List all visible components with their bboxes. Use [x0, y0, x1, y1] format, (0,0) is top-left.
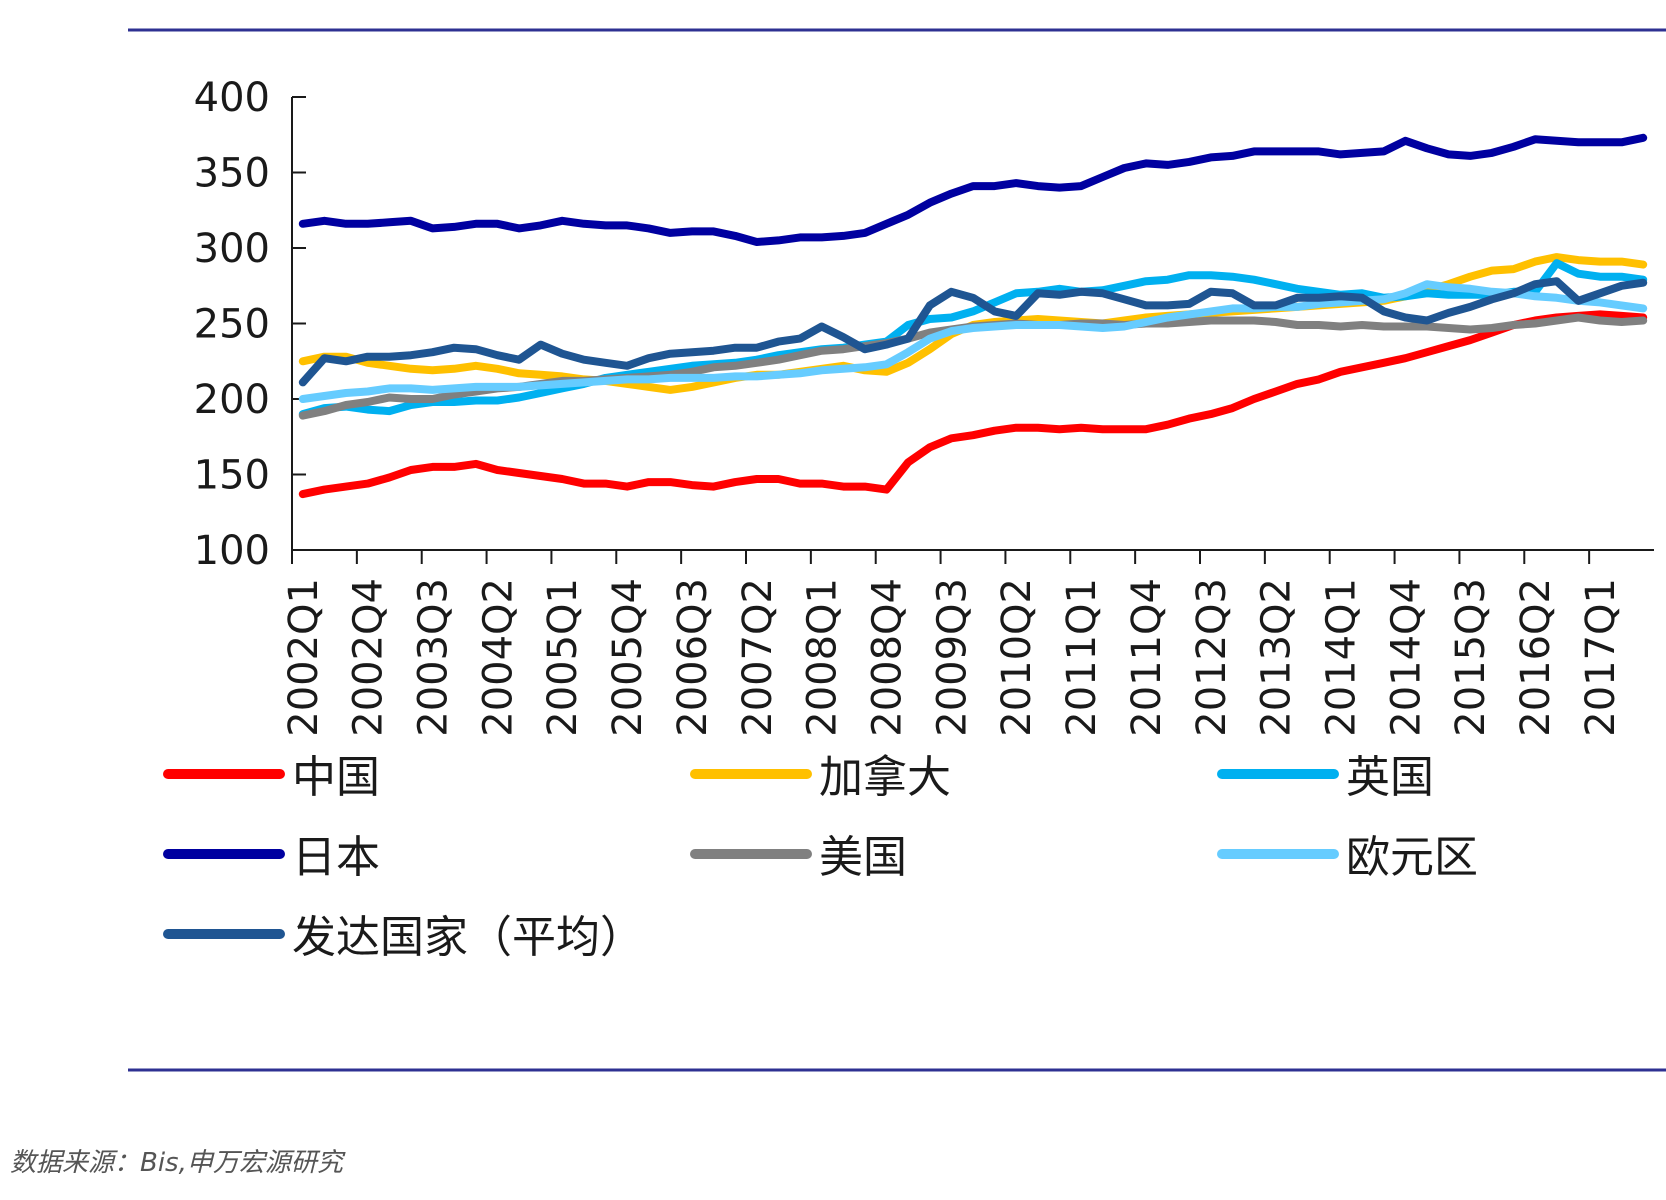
y-tick-label: 200 [194, 377, 270, 423]
x-tick-label: 2013Q2 [1254, 578, 1300, 737]
y-tick-label: 100 [194, 528, 270, 574]
series-line-5 [298, 280, 1648, 403]
y-tick-label: 350 [194, 151, 270, 197]
x-tick-label: 2005Q1 [540, 578, 586, 737]
x-tick-label: 2006Q3 [670, 578, 716, 737]
x-tick-label: 2011Q1 [1059, 578, 1105, 737]
x-tick-label: 2002Q1 [281, 578, 327, 737]
series-line-6 [298, 277, 1648, 387]
x-tick-label: 2011Q4 [1124, 578, 1170, 737]
series-line-0 [298, 310, 1648, 499]
series-lines [298, 133, 1648, 499]
legend-label: 中国 [292, 752, 380, 803]
x-tick-label: 2012Q3 [1189, 578, 1235, 737]
y-tick-label: 150 [194, 453, 270, 499]
legend-label: 欧元区 [1346, 832, 1478, 883]
x-tick-label: 2005Q4 [605, 578, 651, 737]
x-tick-label: 2008Q1 [800, 578, 846, 737]
x-tick-label: 2007Q2 [735, 578, 781, 737]
x-tick-label: 2003Q3 [411, 578, 457, 737]
legend-label: 美国 [819, 832, 907, 883]
y-tick-label: 400 [194, 75, 270, 121]
x-tick-label: 2014Q4 [1383, 578, 1429, 737]
y-axis: 100 150 200 250 300 350 400 [194, 75, 306, 574]
x-tick-label: 2015Q3 [1448, 578, 1494, 737]
x-tick-label: 2002Q4 [346, 578, 392, 737]
legend-label: 英国 [1346, 752, 1434, 803]
legend-label: 加拿大 [819, 752, 951, 803]
x-tick-label: 2009Q3 [929, 578, 975, 737]
x-tick-label: 2008Q4 [865, 578, 911, 737]
series-line-3 [298, 133, 1648, 246]
legend-label: 发达国家（平均） [292, 912, 644, 963]
x-axis: 2002Q1 2002Q4 2003Q3 2004Q2 2005Q1 2005Q4 2006… [281, 549, 1654, 737]
series-line-2 [298, 259, 1648, 419]
x-tick-label: 2016Q2 [1513, 578, 1559, 737]
x-tick-label: 2017Q1 [1578, 578, 1624, 737]
x-tick-label: 2014Q1 [1319, 578, 1365, 737]
y-tick-label: 300 [194, 226, 270, 272]
y-tick-label: 250 [194, 302, 270, 348]
legend-label: 日本 [292, 832, 380, 883]
source-note: 数据来源：Bis,申万宏源研究 [10, 1148, 343, 1178]
x-tick-label: 2004Q2 [475, 578, 521, 737]
x-tick-label: 2010Q2 [994, 578, 1040, 737]
